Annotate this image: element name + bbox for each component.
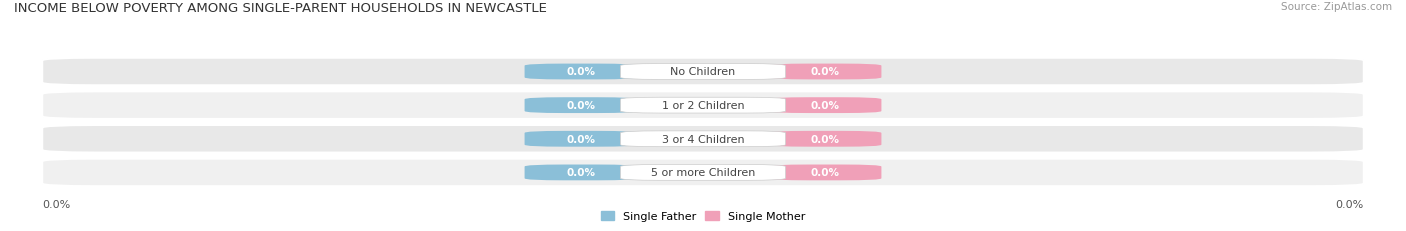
Text: 3 or 4 Children: 3 or 4 Children xyxy=(662,134,744,144)
Text: 0.0%: 0.0% xyxy=(42,199,70,209)
FancyBboxPatch shape xyxy=(620,131,786,147)
Text: 0.0%: 0.0% xyxy=(811,101,839,111)
FancyBboxPatch shape xyxy=(42,92,1364,119)
Text: INCOME BELOW POVERTY AMONG SINGLE-PARENT HOUSEHOLDS IN NEWCASTLE: INCOME BELOW POVERTY AMONG SINGLE-PARENT… xyxy=(14,2,547,15)
Text: 0.0%: 0.0% xyxy=(811,168,839,178)
Text: 0.0%: 0.0% xyxy=(567,67,595,77)
FancyBboxPatch shape xyxy=(620,64,786,80)
Text: 5 or more Children: 5 or more Children xyxy=(651,168,755,178)
Text: 0.0%: 0.0% xyxy=(1336,199,1364,209)
Text: 0.0%: 0.0% xyxy=(567,101,595,111)
FancyBboxPatch shape xyxy=(524,165,637,181)
Text: 0.0%: 0.0% xyxy=(811,134,839,144)
Text: No Children: No Children xyxy=(671,67,735,77)
FancyBboxPatch shape xyxy=(769,131,882,147)
Text: Source: ZipAtlas.com: Source: ZipAtlas.com xyxy=(1281,2,1392,12)
Text: 0.0%: 0.0% xyxy=(567,134,595,144)
FancyBboxPatch shape xyxy=(42,58,1364,86)
FancyBboxPatch shape xyxy=(524,98,637,114)
FancyBboxPatch shape xyxy=(42,159,1364,186)
FancyBboxPatch shape xyxy=(524,131,637,147)
FancyBboxPatch shape xyxy=(524,64,637,80)
FancyBboxPatch shape xyxy=(620,98,786,114)
Text: 0.0%: 0.0% xyxy=(567,168,595,178)
Text: 0.0%: 0.0% xyxy=(811,67,839,77)
Legend: Single Father, Single Mother: Single Father, Single Mother xyxy=(596,206,810,225)
FancyBboxPatch shape xyxy=(769,98,882,114)
FancyBboxPatch shape xyxy=(769,64,882,80)
FancyBboxPatch shape xyxy=(769,165,882,181)
FancyBboxPatch shape xyxy=(42,125,1364,153)
Text: 1 or 2 Children: 1 or 2 Children xyxy=(662,101,744,111)
FancyBboxPatch shape xyxy=(620,165,786,181)
